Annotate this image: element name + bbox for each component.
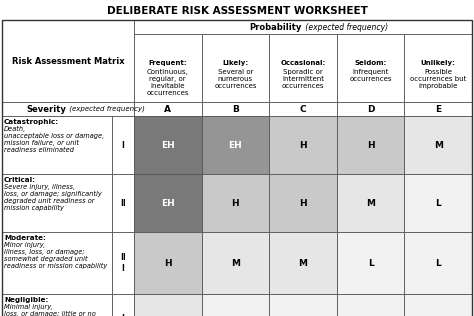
Text: D: D <box>367 105 374 113</box>
Bar <box>112 116 134 174</box>
Bar <box>112 294 134 316</box>
Text: Severe injury, illness,
loss, or damage; significantly
degraded unit readiness o: Severe injury, illness, loss, or damage;… <box>4 184 102 211</box>
Bar <box>337 174 404 232</box>
Text: I
V: I V <box>120 314 126 316</box>
Bar <box>201 34 269 102</box>
Text: Likely:: Likely: <box>222 60 248 66</box>
Bar <box>404 294 472 316</box>
Bar <box>112 232 134 294</box>
Text: M: M <box>231 258 240 268</box>
Bar <box>2 232 112 294</box>
Text: C: C <box>300 105 306 113</box>
Text: EH: EH <box>228 141 242 149</box>
Bar <box>404 34 472 102</box>
Bar <box>2 116 112 174</box>
Bar <box>2 20 134 102</box>
Text: Continuous,
regular, or
inevitable
occurrences: Continuous, regular, or inevitable occur… <box>146 69 189 96</box>
Text: EH: EH <box>161 141 175 149</box>
Text: EH: EH <box>161 198 175 208</box>
Bar <box>337 116 404 174</box>
Text: M: M <box>299 258 308 268</box>
Text: Death,
unacceptable loss or damage,
mission failure, or unit
readiness eliminate: Death, unacceptable loss or damage, miss… <box>4 126 104 153</box>
Bar <box>337 102 404 116</box>
Text: Unlikely:: Unlikely: <box>421 60 456 66</box>
Bar <box>337 34 404 102</box>
Bar <box>269 294 337 316</box>
Bar <box>134 294 201 316</box>
Text: Several or
numerous
occurrences: Several or numerous occurrences <box>214 69 256 89</box>
Text: A: A <box>164 105 171 113</box>
Text: H: H <box>299 198 307 208</box>
Text: I: I <box>121 141 125 149</box>
Text: H: H <box>232 198 239 208</box>
Bar <box>2 102 134 116</box>
Bar <box>269 174 337 232</box>
Bar <box>134 20 472 34</box>
Text: Seldom:: Seldom: <box>355 60 387 66</box>
Bar <box>112 174 134 232</box>
Text: Moderate:: Moderate: <box>4 235 46 241</box>
Text: (expected frequency): (expected frequency) <box>303 22 388 32</box>
Bar <box>2 294 112 316</box>
Text: L: L <box>435 258 441 268</box>
Bar <box>269 116 337 174</box>
Bar <box>404 232 472 294</box>
Text: Severity: Severity <box>26 105 66 113</box>
Bar <box>134 174 201 232</box>
Text: Sporadic or
intermittent
occurrences: Sporadic or intermittent occurrences <box>282 69 324 89</box>
Text: L: L <box>435 198 441 208</box>
Bar <box>269 232 337 294</box>
Bar <box>201 174 269 232</box>
Text: M: M <box>366 198 375 208</box>
Text: Possible
occurrences but
improbable: Possible occurrences but improbable <box>410 69 466 89</box>
Bar <box>404 174 472 232</box>
Text: Critical:: Critical: <box>4 177 36 183</box>
Bar <box>134 34 201 102</box>
Bar <box>404 116 472 174</box>
Text: H: H <box>164 258 172 268</box>
Bar <box>201 232 269 294</box>
Bar <box>337 294 404 316</box>
Bar <box>134 102 201 116</box>
Text: Infrequent
occurrences: Infrequent occurrences <box>349 69 392 82</box>
Text: (expected frequency): (expected frequency) <box>67 106 145 112</box>
Text: Catastrophic:: Catastrophic: <box>4 119 59 125</box>
Text: Frequent:: Frequent: <box>148 60 187 66</box>
Text: II: II <box>120 198 126 208</box>
Text: Minimal injury,
loss, or damage; little or no
impact to unit readiness or
missio: Minimal injury, loss, or damage; little … <box>4 304 96 316</box>
Text: M: M <box>434 141 443 149</box>
Bar <box>134 116 201 174</box>
Text: B: B <box>232 105 239 113</box>
Text: Negligible:: Negligible: <box>4 297 48 303</box>
Text: H: H <box>299 141 307 149</box>
Bar <box>269 34 337 102</box>
Text: Occasional:: Occasional: <box>281 60 326 66</box>
Bar <box>201 116 269 174</box>
Bar <box>404 102 472 116</box>
Bar <box>201 294 269 316</box>
Text: Minor injury,
illness, loss, or damage;
somewhat degraded unit
readiness or miss: Minor injury, illness, loss, or damage; … <box>4 242 107 269</box>
Text: Probability: Probability <box>250 22 302 32</box>
Text: DELIBERATE RISK ASSESSMENT WORKSHEET: DELIBERATE RISK ASSESSMENT WORKSHEET <box>107 6 367 16</box>
Text: II
I: II I <box>120 253 126 273</box>
Bar <box>337 232 404 294</box>
Text: Risk Assessment Matrix: Risk Assessment Matrix <box>12 57 124 65</box>
Text: H: H <box>367 141 374 149</box>
Text: E: E <box>435 105 441 113</box>
Bar <box>134 232 201 294</box>
Text: L: L <box>368 258 374 268</box>
Bar <box>269 102 337 116</box>
Bar <box>201 102 269 116</box>
Bar <box>2 174 112 232</box>
